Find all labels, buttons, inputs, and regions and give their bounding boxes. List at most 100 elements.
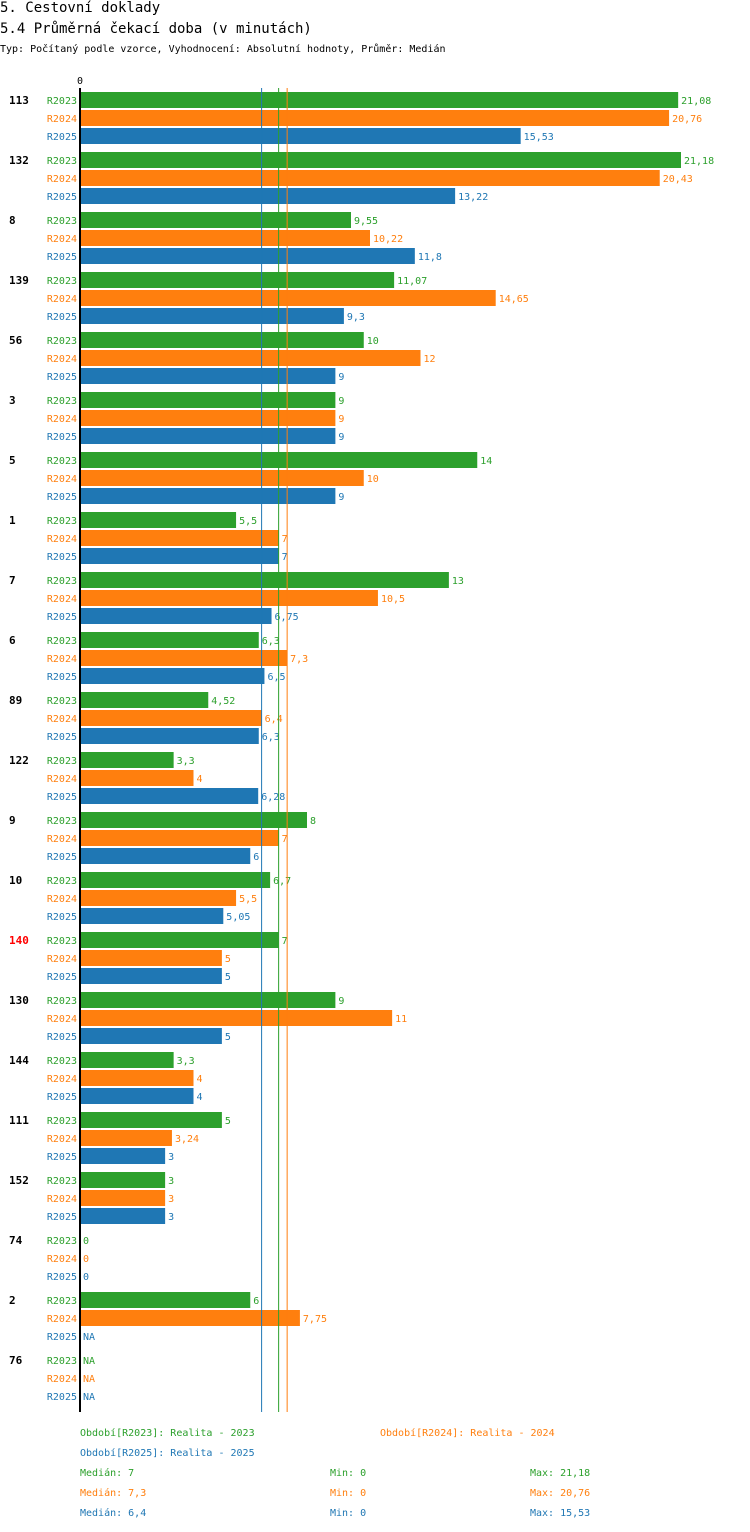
series-label: R2023: [47, 1296, 77, 1307]
data-label: 9,3: [347, 312, 365, 323]
bar: [80, 392, 336, 408]
bar: [80, 1010, 393, 1026]
series-label: R2025: [47, 552, 77, 563]
series-label: R2023: [47, 456, 77, 467]
series-label: R2025: [47, 1032, 77, 1043]
chart-meta: Typ: Počítaný podle vzorce, Vyhodnocení:…: [0, 44, 446, 55]
series-label: R2023: [47, 216, 77, 227]
series-label: R2024: [47, 1134, 77, 1145]
data-label: 9: [338, 396, 344, 407]
data-label: 6,5: [267, 672, 285, 683]
data-label: 3: [168, 1194, 174, 1205]
data-label: 14,65: [499, 294, 529, 305]
group-label: 74: [9, 1234, 23, 1247]
bar: [80, 1190, 166, 1206]
series-label: R2024: [47, 474, 77, 485]
series-label: R2024: [47, 654, 77, 665]
series-label: R2024: [47, 714, 77, 725]
bar: [80, 932, 279, 948]
bar: [80, 548, 279, 564]
series-label: R2025: [47, 492, 77, 503]
group-label: 144: [9, 1054, 29, 1067]
series-label: R2023: [47, 576, 77, 587]
bar: [80, 272, 395, 288]
bar: [80, 650, 288, 666]
group-label: 9: [9, 814, 16, 827]
group-label: 111: [9, 1114, 29, 1127]
data-label: 20,43: [663, 174, 693, 185]
data-label: 12: [424, 354, 436, 365]
data-label: 9: [338, 996, 344, 1007]
legend-min-r2024: Min: 0: [330, 1488, 367, 1499]
series-label: R2023: [47, 156, 77, 167]
series-label: R2024: [47, 954, 77, 965]
bar: [80, 350, 421, 366]
data-label: 7: [282, 936, 288, 947]
series-label: R2025: [47, 852, 77, 863]
series-label: R2023: [47, 996, 77, 1007]
bar: [80, 1070, 194, 1086]
data-label: 9: [338, 414, 344, 425]
data-label: NA: [83, 1356, 95, 1367]
legend-max-r2025: Max: 15,53: [530, 1508, 591, 1519]
series-label: R2024: [47, 294, 77, 305]
series-label: R2025: [47, 192, 77, 203]
series-label: R2023: [47, 936, 77, 947]
series-label: R2024: [47, 834, 77, 845]
group-label: 132: [9, 154, 29, 167]
series-label: R2025: [47, 1392, 77, 1403]
data-label: 21,18: [684, 156, 714, 167]
group-label: 5: [9, 454, 16, 467]
series-label: R2025: [47, 132, 77, 143]
data-label: 7: [282, 534, 288, 545]
data-label: 13: [452, 576, 464, 587]
bar: [80, 212, 351, 228]
group-label: 122: [9, 754, 29, 767]
data-label: 4,52: [211, 696, 235, 707]
data-label: 0: [83, 1236, 89, 1247]
bar: [80, 488, 336, 504]
series-label: R2025: [47, 1272, 77, 1283]
bar: [80, 950, 222, 966]
series-label: R2025: [47, 612, 77, 623]
bar: [80, 1052, 174, 1068]
bar: [80, 230, 371, 246]
group-label: 3: [9, 394, 16, 407]
data-label: 6,3: [262, 732, 280, 743]
bar: [80, 872, 271, 888]
data-label: 5: [225, 1032, 231, 1043]
data-label: 11: [395, 1014, 407, 1025]
legend-min-r2025: Min: 0: [330, 1508, 367, 1519]
data-label: 10: [367, 474, 379, 485]
data-label: 14: [480, 456, 492, 467]
bar: [80, 1088, 194, 1104]
bar: [80, 152, 681, 168]
series-label: R2024: [47, 534, 77, 545]
data-label: 3,24: [175, 1134, 199, 1145]
data-label: 10,22: [373, 234, 403, 245]
bar: [80, 788, 259, 804]
data-label: 8: [310, 816, 316, 827]
data-label: 5: [225, 1116, 231, 1127]
series-label: R2023: [47, 876, 77, 887]
legend-period-r2024: Období[R2024]: Realita - 2024: [380, 1428, 555, 1439]
bar: [80, 110, 670, 126]
data-label: 0: [83, 1272, 89, 1283]
series-label: R2025: [47, 912, 77, 923]
series-label: R2023: [47, 756, 77, 767]
bar: [80, 812, 308, 828]
bar: [80, 908, 224, 924]
group-label: 7: [9, 574, 16, 587]
bar: [80, 290, 496, 306]
data-label: 20,76: [672, 114, 702, 125]
legend-median-r2024: Medián: 7,3: [80, 1488, 147, 1499]
series-label: R2023: [47, 276, 77, 287]
series-label: R2023: [47, 1116, 77, 1127]
series-label: R2024: [47, 174, 77, 185]
group-label: 130: [9, 994, 29, 1007]
data-label: 3: [168, 1152, 174, 1163]
data-label: 5,5: [239, 516, 257, 527]
group-label: 2: [9, 1294, 16, 1307]
legend-min-r2023: Min: 0: [330, 1468, 367, 1479]
bar: [80, 770, 194, 786]
